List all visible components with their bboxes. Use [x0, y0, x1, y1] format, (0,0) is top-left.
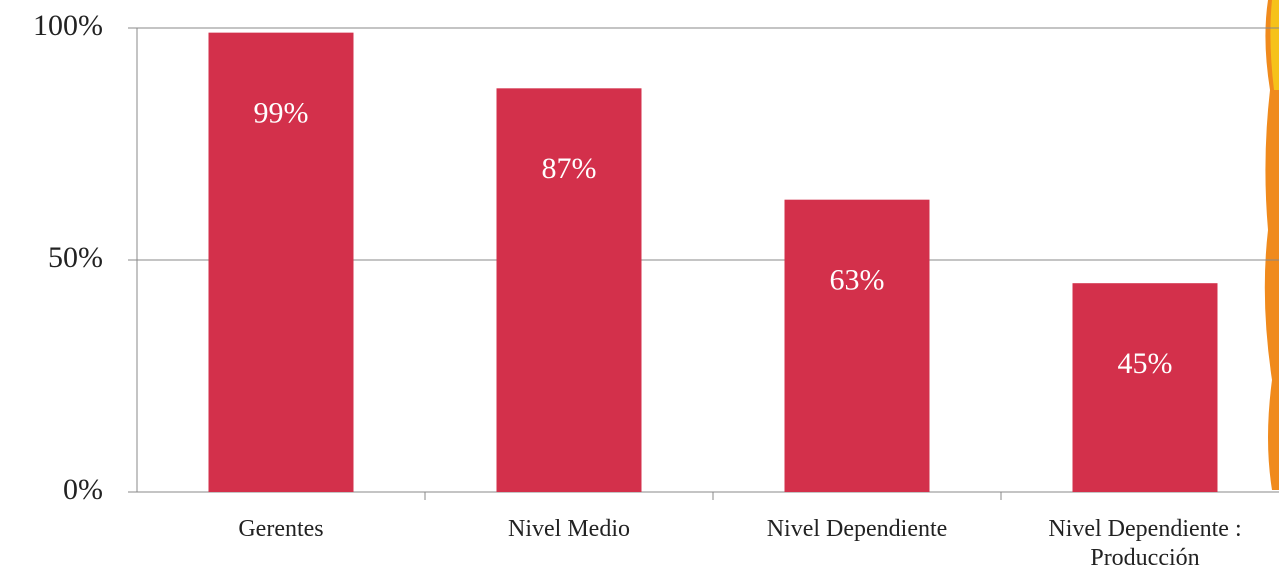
value-label: 99%	[254, 97, 309, 130]
decoration	[1264, 0, 1279, 490]
value-label: 63%	[830, 264, 885, 297]
value-label: 45%	[1118, 347, 1173, 380]
bar	[1072, 283, 1218, 492]
x-tick-label: Nivel Dependiente	[766, 516, 948, 542]
x-tick-label: Nivel Dependiente : Producción	[1048, 516, 1242, 571]
bar	[784, 199, 930, 492]
y-tick-label: 50%	[48, 241, 103, 274]
bar	[208, 32, 354, 492]
y-tick-label: 0%	[63, 473, 103, 506]
decoration	[1270, 0, 1279, 90]
x-tick-label: Gerentes	[238, 516, 324, 542]
value-label: 87%	[542, 152, 597, 185]
y-tick-label: 100%	[33, 9, 103, 42]
x-tick-label: Nivel Medio	[508, 516, 630, 542]
bar	[496, 88, 642, 492]
